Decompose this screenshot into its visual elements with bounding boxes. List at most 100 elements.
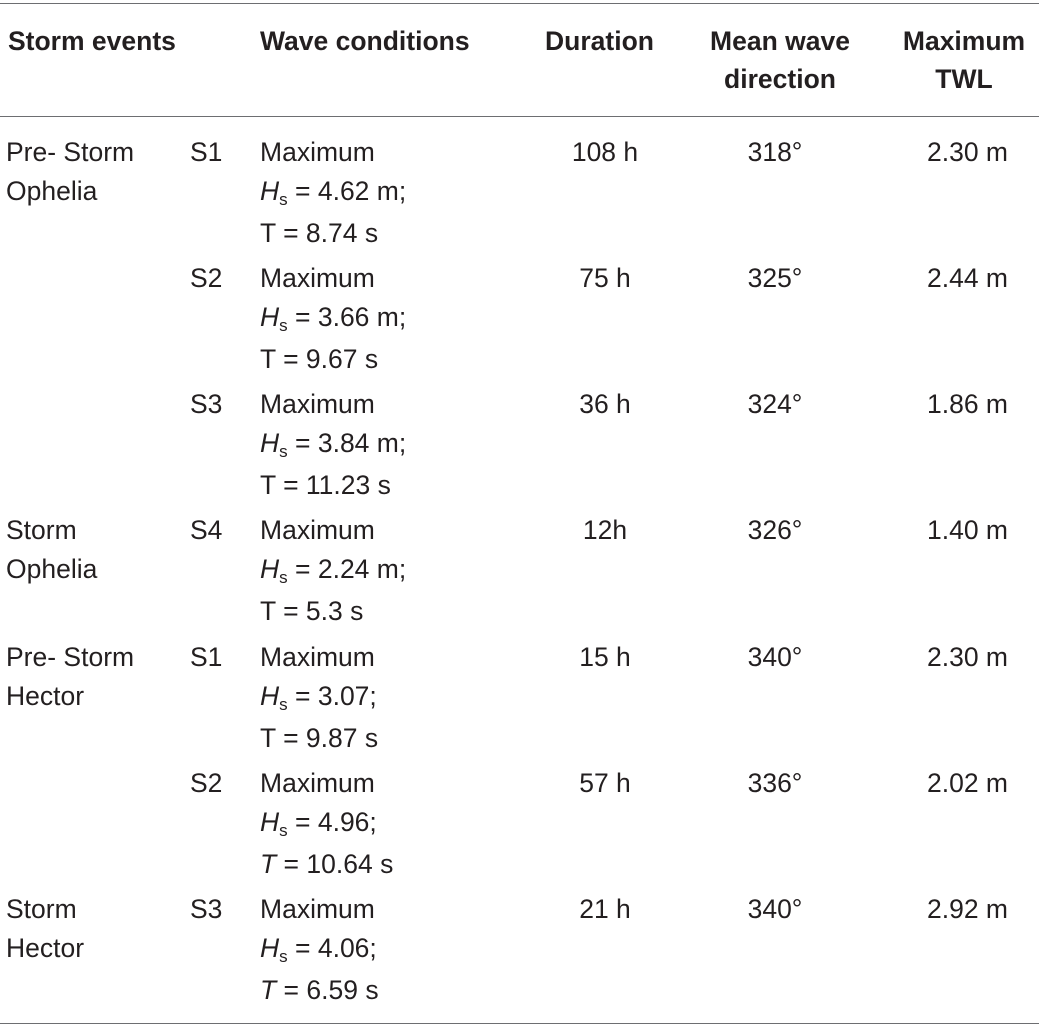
period-symbol: T [260,975,277,1005]
wave-period-line: T = 10.64 s [260,845,393,884]
storm-event-cell: Storm Ophelia [6,511,97,589]
header-mean-wave-line2: direction [724,64,836,94]
duration-cell: 75 h [579,263,631,293]
twl-cell: 1.40 m [926,515,1008,545]
hs-symbol: H [260,807,280,837]
hs-value: = 3.07; [287,681,377,711]
direction-cell: 340° [747,642,803,672]
wave-period-line: T = 11.23 s [260,470,391,500]
header-twl-line1: Maximum [902,26,1026,56]
storm-event-line1: Storm [6,515,77,545]
twl-cell: 2.30 m [926,642,1008,672]
wave-conditions-cell: Maximum Hs = 3.66 m; T = 9.67 s [260,259,406,379]
wave-label: Maximum [260,894,375,924]
storm-id-cell: S3 [190,389,223,419]
direction-cell: 325° [747,263,803,293]
direction-cell: 324° [747,389,803,419]
duration-cell: 12h [582,515,628,545]
wave-height-line: Hs = 3.07; [260,677,378,719]
hs-value: = 4.96; [287,807,377,837]
header-mean-wave-line1: Mean wave [710,26,850,56]
wave-period-line: T = 8.74 s [260,218,379,248]
storm-id-cell: S3 [190,894,223,924]
top-rule [0,3,1039,4]
duration-cell: 21 h [579,894,631,924]
storm-event-line2: Hector [6,933,85,963]
direction-cell: 336° [747,768,803,798]
wave-label: Maximum [260,768,375,798]
hs-subscript: s [279,947,288,966]
hs-subscript: s [279,568,288,587]
header-wave-conditions: Wave conditions [260,26,470,56]
storm-event-cell: Storm Hector [6,890,84,968]
wave-label: Maximum [260,263,375,293]
wave-label: Maximum [260,515,375,545]
wave-height-line: Hs = 4.06; [260,929,379,971]
hs-symbol: H [260,681,280,711]
wave-conditions-cell: Maximum Hs = 2.24 m; T = 5.3 s [260,511,406,631]
hs-value: = 4.06; [287,933,377,963]
wave-height-line: Hs = 4.96; [260,803,393,845]
hs-symbol: H [260,176,280,206]
wave-period-line: T = 5.3 s [260,596,364,626]
storm-event-line2: Ophelia [6,554,98,584]
storm-id-cell: S2 [190,768,223,798]
duration-cell: 57 h [579,768,631,798]
wave-height-line: Hs = 3.66 m; [260,298,406,340]
duration-cell: 108 h [571,137,639,167]
wave-conditions-cell: Maximum Hs = 4.62 m; T = 8.74 s [260,133,406,253]
storm-id-cell: S1 [190,642,223,672]
twl-cell: 2.92 m [926,894,1008,924]
storm-event-line1: Pre- Storm [6,642,135,672]
wave-height-line: Hs = 4.62 m; [260,172,406,214]
storm-event-line1: Storm [6,894,77,924]
hs-subscript: s [279,695,288,714]
wave-period-line: T = 6.59 s [260,971,379,1010]
hs-subscript: s [279,442,288,461]
hs-value: = 3.84 m; [287,428,407,458]
hs-symbol: H [260,554,280,584]
hs-symbol: H [260,933,280,963]
period-value: = 6.59 s [276,975,379,1005]
hs-value: = 4.62 m; [287,176,407,206]
duration-cell: 15 h [579,642,631,672]
header-maximum-twl: Maximum TWL [890,22,1038,98]
wave-conditions-cell: Maximum Hs = 4.96; T = 10.64 s [260,764,393,884]
wave-label: Maximum [260,137,375,167]
header-duration: Duration [545,26,654,56]
wave-period-line: T = 9.87 s [260,723,379,753]
storm-event-line1: Pre- Storm [6,137,135,167]
hs-value: = 3.66 m; [287,302,407,332]
period-value: = 10.64 s [276,849,394,879]
storm-id-cell: S4 [190,515,223,545]
direction-cell: 318° [747,137,803,167]
direction-cell: 340° [747,894,803,924]
period-symbol: T [260,849,277,879]
twl-cell: 2.30 m [926,137,1008,167]
wave-conditions-cell: Maximum Hs = 3.84 m; T = 11.23 s [260,385,406,505]
twl-cell: 2.02 m [926,768,1008,798]
header-twl-line2: TWL [935,64,993,94]
direction-cell: 326° [747,515,803,545]
wave-conditions-cell: Maximum Hs = 4.06; T = 6.59 s [260,890,379,1010]
storm-event-cell: Pre- Storm Ophelia [6,133,134,211]
wave-height-line: Hs = 3.84 m; [260,424,406,466]
hs-subscript: s [279,190,288,209]
storm-id-cell: S1 [190,137,223,167]
hs-subscript: s [279,316,288,335]
twl-cell: 2.44 m [926,263,1008,293]
storm-event-cell: Pre- Storm Hector [6,638,134,716]
header-rule [0,116,1039,117]
twl-cell: 1.86 m [926,389,1008,419]
header-mean-wave-direction: Mean wave direction [690,22,870,98]
storm-event-line2: Ophelia [6,176,98,206]
duration-cell: 36 h [579,389,631,419]
bottom-rule [0,1023,1039,1024]
hs-subscript: s [279,821,288,840]
hs-value: = 2.24 m; [287,554,407,584]
wave-label: Maximum [260,389,375,419]
header-storm-events: Storm events [8,26,176,56]
wave-label: Maximum [260,642,375,672]
storm-event-line2: Hector [6,681,85,711]
hs-symbol: H [260,428,280,458]
